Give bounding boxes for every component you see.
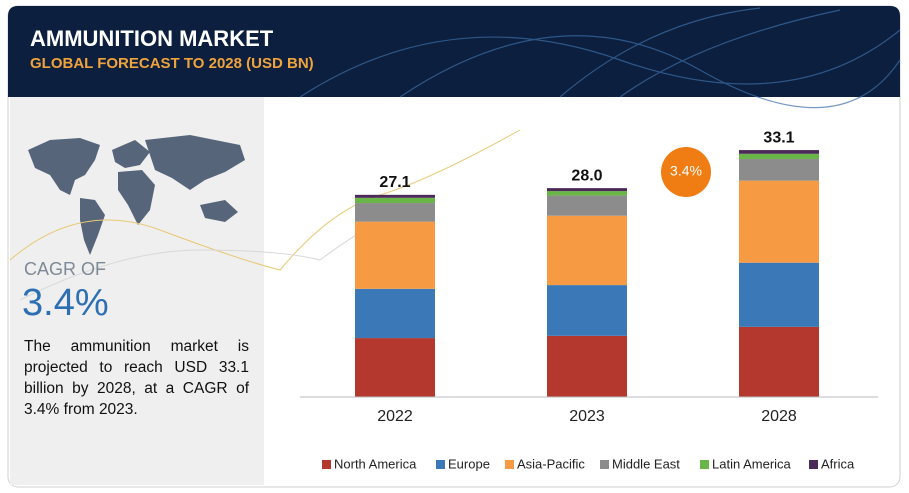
subtitle: GLOBAL FORECAST TO 2028 (USD BN)	[30, 55, 314, 72]
legend-label: Latin America	[712, 456, 792, 471]
world-map	[28, 135, 245, 255]
description: The ammunition market is projected to re…	[24, 338, 249, 418]
legend-swatch	[600, 460, 609, 469]
bar-segment	[739, 153, 819, 160]
legend-label: North America	[334, 456, 417, 471]
x-tick-label: 2028	[761, 408, 797, 425]
legend-swatch	[505, 460, 514, 469]
cagr-bubble-text: 3.4%	[670, 163, 702, 179]
bar-segment	[739, 159, 819, 181]
bar-segment	[547, 188, 627, 192]
x-tick-label: 2023	[569, 408, 605, 425]
bar-segment	[739, 180, 819, 263]
legend-swatch	[809, 460, 818, 469]
cagr-value: 3.4%	[22, 282, 109, 324]
bar-segment	[355, 194, 435, 198]
legend-label: Asia-Pacific	[517, 456, 585, 471]
bar-segment	[739, 150, 819, 154]
bar-segment	[355, 221, 435, 289]
legend-label: Africa	[821, 456, 855, 471]
bar-segment	[355, 338, 435, 397]
bar-segment	[355, 197, 435, 204]
x-tick-label: 2022	[377, 408, 413, 425]
plot: 27.1 2022 28.0 2023 33.1 2028 North America Eur…	[300, 129, 878, 471]
banner-decoration	[299, 7, 901, 109]
legend-swatch	[700, 460, 709, 469]
bar-segment	[739, 262, 819, 327]
bar-segment	[547, 195, 627, 216]
cagr-bubble	[661, 147, 711, 197]
total-label: 28.0	[571, 167, 602, 184]
legend-swatch	[436, 460, 445, 469]
bar-segment	[739, 326, 819, 397]
total-label: 27.1	[379, 174, 410, 191]
decor-curves	[9, 129, 521, 301]
cagr-label: CAGR OF	[24, 259, 106, 279]
title: AMMUNITION MARKET	[30, 26, 274, 51]
legend-swatch	[322, 460, 331, 469]
legend-label: Middle East	[612, 456, 680, 471]
bar-segment	[355, 288, 435, 339]
banner	[8, 6, 900, 97]
bar-segment	[547, 335, 627, 397]
legend-label: Europe	[448, 456, 490, 471]
bar-segment	[547, 285, 627, 336]
bar-segment	[547, 191, 627, 196]
total-label: 33.1	[763, 129, 794, 146]
bar-segment	[547, 215, 627, 286]
bar-segment	[355, 203, 435, 222]
